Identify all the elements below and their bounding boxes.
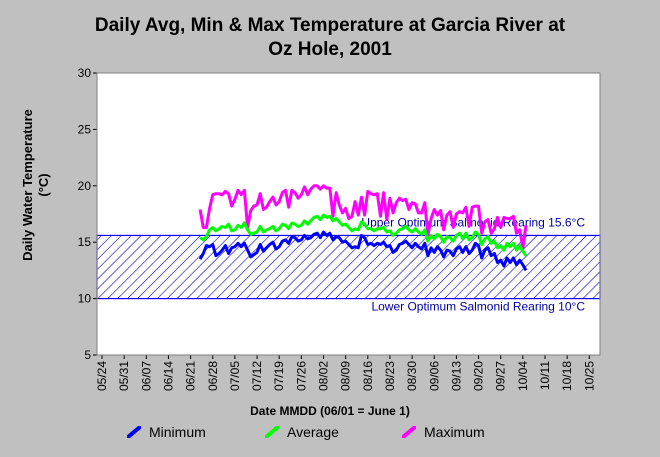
y-tick-label: 5: [84, 348, 91, 362]
x-tick-label: 09/27: [494, 361, 508, 391]
plot-frame: [96, 72, 601, 356]
x-tick-label: 06/21: [184, 361, 198, 391]
y-tick-label: 20: [78, 179, 92, 193]
x-tick-label: 07/12: [250, 361, 264, 391]
series-line-average: [199, 213, 528, 257]
x-tick-label: 07/19: [272, 361, 286, 391]
legend-label-minimum: Minimum: [149, 424, 206, 440]
x-tick-label: 06/14: [161, 361, 175, 391]
series-line-minimum: [198, 230, 528, 272]
chart-title-line-2: Oz Hole, 2001: [268, 39, 392, 60]
x-tick-label: 09/20: [472, 361, 486, 391]
lower-optimum-label: Lower Optimum Salmonid Rearing 10°C: [371, 300, 585, 314]
x-tick-label: 06/07: [139, 361, 153, 391]
x-tick-label: 07/05: [228, 361, 242, 391]
x-tick-label: 10/11: [538, 361, 552, 390]
x-tick-label: 08/30: [405, 361, 419, 391]
x-tick-label: 09/06: [427, 361, 441, 391]
x-tick-label: 10/18: [560, 361, 574, 391]
y-tick-label: 25: [78, 122, 92, 136]
x-tick-label: 06/28: [206, 361, 220, 391]
legend-swatch-average: [265, 426, 279, 438]
legend-swatch-minimum: [127, 426, 141, 438]
legend: Minimum Average Maximum: [0, 424, 660, 444]
x-tick-label: 08/09: [339, 361, 353, 391]
y-tick-label: 15: [78, 235, 92, 249]
y-axis-label-line-1: Daily Water Temperature: [20, 109, 35, 261]
series-line-maximum: [198, 184, 528, 250]
x-tick-label: 09/13: [449, 361, 463, 391]
x-tick-label: 10/25: [582, 361, 596, 391]
y-axis-label-line-2: (°C): [36, 173, 51, 197]
legend-item-average: Average: [265, 424, 339, 440]
upper-optimum-label: Upper Optimum Salmonid Rearing 15.6°C: [361, 215, 585, 229]
x-tick-label: 08/16: [361, 361, 375, 391]
y-axis-label: Daily Water Temperature (°C): [20, 109, 52, 261]
y-tick-label: 10: [78, 292, 92, 306]
legend-item-minimum: Minimum: [127, 424, 206, 440]
x-tick-label: 08/23: [383, 361, 397, 391]
x-tick-label: 08/02: [317, 361, 331, 391]
x-tick-label: 05/24: [95, 361, 109, 391]
x-tick-label: 10/04: [516, 361, 530, 391]
legend-swatch-maximum: [402, 426, 416, 438]
legend-item-maximum: Maximum: [402, 424, 485, 440]
x-axis-label: Date MMDD (06/01 = June 1): [250, 404, 410, 418]
y-tick-label: 30: [78, 66, 92, 80]
x-tick-label: 05/31: [117, 361, 131, 391]
legend-label-average: Average: [287, 424, 339, 440]
x-tick-label: 07/26: [294, 361, 308, 391]
chart-title-line-1: Daily Avg, Min & Max Temperature at Garc…: [94, 15, 566, 36]
chart-title: Daily Avg, Min & Max Temperature at Garc…: [0, 14, 660, 62]
legend-label-maximum: Maximum: [424, 424, 485, 440]
